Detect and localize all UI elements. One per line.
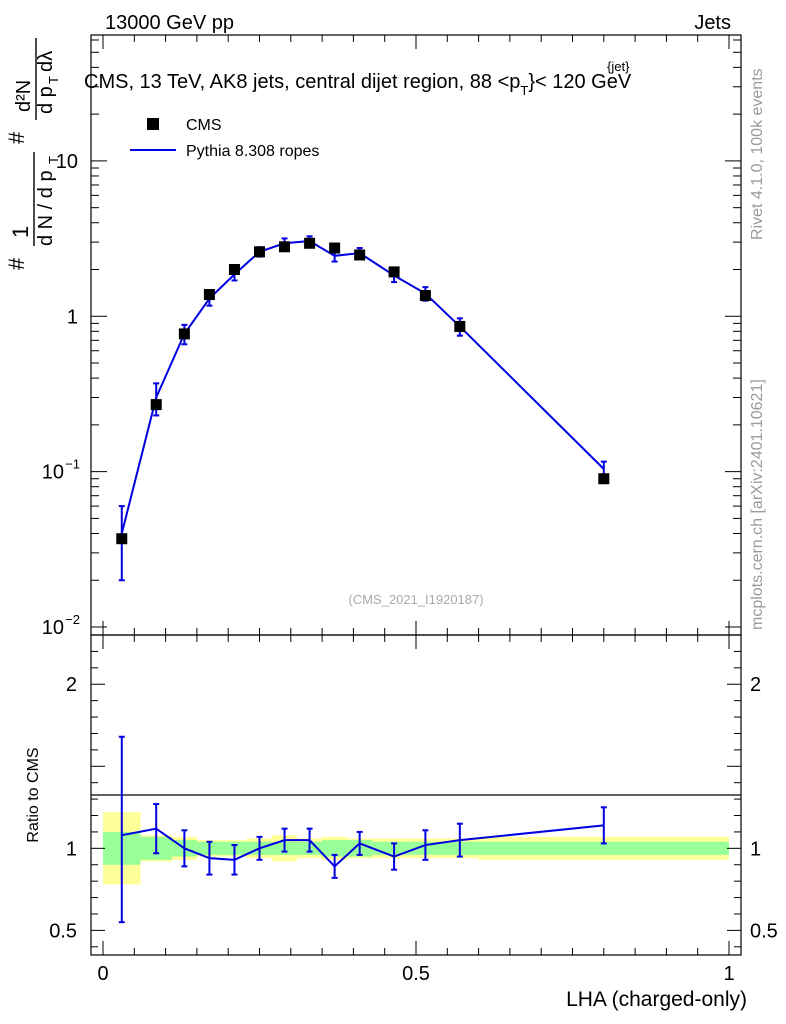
x-tick-label: 1: [723, 963, 734, 985]
cms-data-point: [228, 263, 240, 275]
ylabel-den-sub: T: [46, 156, 61, 164]
cms-data-point: [150, 399, 162, 411]
x-tick-label: 0: [97, 963, 108, 985]
ratio-y-tick-label-right: 0.5: [750, 920, 778, 942]
pythia-line: [120, 239, 605, 534]
y-axis-label: # 1 d N / d p T # d²N d p T dλ: [4, 38, 61, 270]
cms-data-point: [388, 266, 400, 278]
ylabel-lam: dλ: [35, 51, 57, 72]
cms-data-point: [279, 241, 291, 253]
y-tick-label: 1: [67, 306, 78, 328]
header-left: 13000 GeV pp: [105, 12, 234, 34]
cms-data-point: [419, 290, 431, 302]
legend-marker-cms: [147, 118, 159, 130]
legend-label-cms: CMS: [186, 117, 222, 134]
y-tick-label: 10: [56, 151, 78, 173]
ratio-y-tick-label-left: 1: [66, 838, 77, 860]
ylabel-num: d²N: [13, 80, 35, 112]
x-axis-label: LHA (charged-only): [566, 988, 747, 1011]
ratio-band-inner: [478, 841, 729, 855]
ratio-y-axis-label: Ratio to CMS: [25, 747, 42, 842]
ylabel-den2-sub: T: [46, 76, 61, 84]
chart-title-tail: }< 120 GeV: [528, 71, 632, 93]
cms-data-point: [454, 320, 466, 332]
axis-ticks: [91, 35, 741, 955]
ratio-y-tick-label-right: 1: [750, 838, 761, 860]
cms-data-point: [304, 237, 316, 249]
cms-data-point: [203, 289, 215, 301]
ratio-pythia-line: [121, 824, 604, 868]
cms-data-point: [116, 533, 128, 545]
ratio-band-inner: [322, 840, 348, 857]
ylabel-den2: d p: [35, 86, 57, 114]
rivet-label: Rivet 4.1.0, 100k events: [749, 68, 766, 240]
chart-title-main: CMS, 13 TeV, AK8 jets, central dijet reg…: [84, 71, 520, 93]
ylabel-hash-2: #: [4, 131, 29, 144]
header-right: Jets: [694, 12, 731, 34]
mcplots-label: mcplots.cern.ch [arXiv:2401.10621]: [749, 379, 766, 630]
y-tick-label: 10: [42, 617, 64, 639]
cms-data-point: [254, 246, 265, 258]
ratio-y-tick-label-left: 0.5: [49, 920, 77, 942]
main-mc-series: [118, 235, 607, 582]
legend: CMS Pythia 8.308 ropes: [130, 117, 319, 160]
cms-data-point: [178, 328, 190, 340]
chart-title-sub: T: [520, 83, 528, 98]
analysis-watermark: (CMS_2021_I1920187): [348, 592, 483, 607]
y-tick-label: 10: [42, 462, 64, 484]
cms-data-point: [329, 242, 341, 254]
cms-data-point: [598, 473, 610, 485]
ylabel-den: d N / d p: [35, 170, 57, 246]
ylabel-hash: #: [4, 257, 29, 270]
cms-data-point: [354, 249, 366, 261]
x-tick-label: 0.5: [402, 963, 430, 985]
y-tick-label-exponent: −2: [65, 612, 80, 627]
ratio-y-tick-label-right: 2: [750, 674, 761, 696]
ratio-y-tick-label-left: 2: [66, 674, 77, 696]
ratio-mc-series: [118, 735, 607, 924]
y-tick-label-exponent: −1: [65, 457, 80, 472]
main-data-series: [116, 237, 610, 545]
chart-title-sup: {jet}: [607, 59, 630, 74]
ratio-bands: [103, 812, 729, 885]
ylabel-one: 1: [8, 226, 33, 238]
chart-title: CMS, 13 TeV, AK8 jets, central dijet reg…: [84, 71, 632, 98]
legend-label-pythia: Pythia 8.308 ropes: [186, 143, 319, 160]
